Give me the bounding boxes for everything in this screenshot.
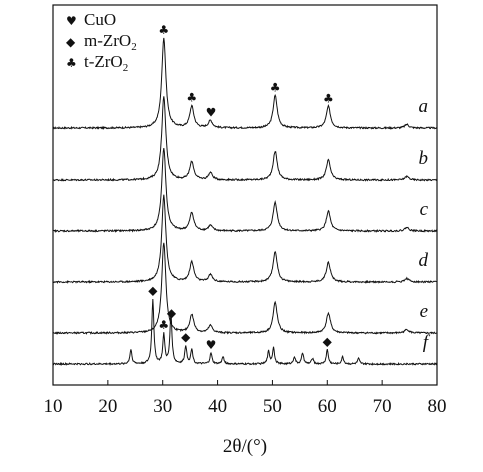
x-axis-title: 2θ/(°) xyxy=(223,436,267,457)
x-tick-label: 60 xyxy=(318,396,337,417)
peak-marker: ♣ xyxy=(270,80,281,94)
legend-label: m-ZrO2 xyxy=(84,31,137,53)
curve-c xyxy=(52,148,438,233)
curve-label-d: d xyxy=(419,250,429,271)
plot-frame xyxy=(52,4,438,386)
x-tick-label: 80 xyxy=(428,396,447,417)
curve-e xyxy=(52,242,438,335)
legend-symbol: ◆ xyxy=(66,35,76,49)
x-tick-label: 40 xyxy=(208,396,227,417)
curve-f xyxy=(52,298,438,366)
curve-label-b: b xyxy=(419,148,429,169)
legend-symbol: ♥ xyxy=(66,14,77,28)
x-tick-label: 70 xyxy=(373,396,392,417)
x-tick-label: 30 xyxy=(153,396,172,417)
peak-marker: ◆ xyxy=(167,306,177,320)
phase-markers: ♣♣♥♣♣◆♣◆◆♥ ◆ xyxy=(148,23,334,352)
curve-label-f: f xyxy=(423,332,431,353)
curve-label-e: e xyxy=(420,301,428,322)
x-tick-label: 20 xyxy=(98,396,117,417)
curve-label-c: c xyxy=(420,199,429,220)
peak-marker: ◆ xyxy=(181,330,191,344)
curve-d xyxy=(52,194,438,284)
peak-marker: ♣ xyxy=(158,318,169,332)
x-tick-label: 50 xyxy=(263,396,282,417)
curve-labels: a b c d ef xyxy=(419,96,431,353)
curve-label-a: a xyxy=(419,96,429,117)
legend: ♥ CuO ◆ m-ZrO2 ♣ t-ZrO2 xyxy=(66,10,137,74)
legend-symbol: ♣ xyxy=(66,56,77,70)
x-axis-ticks: 10 20 30 40 50 60 70 80 xyxy=(44,380,447,417)
peak-marker: ♣ xyxy=(323,91,334,105)
x-tick-label: 10 xyxy=(44,396,63,417)
legend-label: t-ZrO2 xyxy=(84,52,128,74)
peak-marker: ♥ xyxy=(206,338,217,352)
curve-b xyxy=(52,96,438,182)
peak-marker: ◆ xyxy=(323,334,333,348)
diffraction-curves xyxy=(52,37,438,366)
curve-a xyxy=(52,37,438,131)
peak-marker: ◆ xyxy=(148,284,158,298)
peak-marker: ♣ xyxy=(186,91,197,105)
legend-label: CuO xyxy=(84,10,116,29)
peak-marker: ♥ xyxy=(206,105,217,119)
peak-marker: ♣ xyxy=(158,23,169,37)
